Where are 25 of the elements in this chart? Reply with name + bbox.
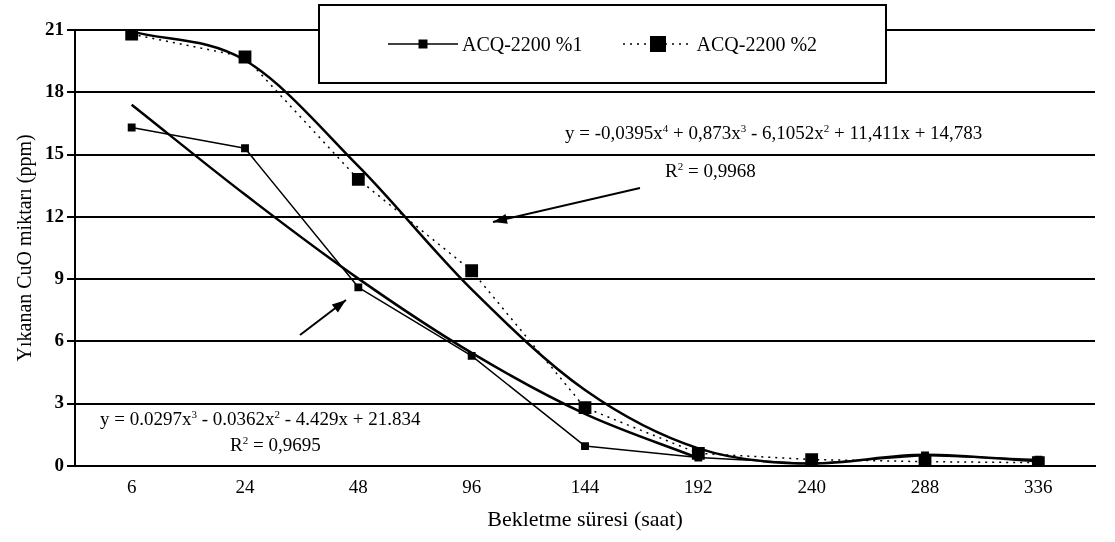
y-tick-label: 15: [45, 142, 64, 164]
annotation: R$^{2}$ = 0,9968: [665, 160, 756, 183]
annotation: R$^{2}$ = 0,9695: [230, 434, 321, 457]
x-tick-label: 240: [797, 476, 826, 498]
annotation: y = -0,0395x$^{4}$ + 0,873x$^{3}$ - 6,1052x$^{2}$ + 11,411x + 14,783: [565, 122, 983, 145]
y-tick-label: 6: [54, 329, 64, 351]
y-tick-label: 0: [54, 453, 64, 475]
legend-label: ACQ-2200 %1: [461, 32, 583, 56]
x-tick-label: 144: [570, 476, 600, 498]
y-tick-label: 3: [54, 391, 64, 413]
annotation: y = 0.0297x$^{3}$ - 0.0362x$^{2}$ - 4.429x + 21.834: [100, 408, 421, 431]
x-tick-label: 24: [235, 476, 255, 498]
y-axis-title: Yıkanan CuO miktarı (ppm): [13, 134, 37, 362]
x-tick-label: 6: [126, 476, 137, 498]
y-tick-label: 12: [45, 204, 64, 226]
x-tick-label: 48: [348, 476, 368, 498]
x-tick-label: 192: [684, 476, 713, 498]
x-tick-label: 288: [910, 476, 940, 498]
y-tick-label: 9: [54, 266, 64, 288]
x-tick-label: 96: [462, 476, 482, 498]
x-axis-title: Bekletme süresi (saat): [487, 505, 683, 531]
x-tick-label: 336: [1024, 476, 1053, 498]
y-tick-label: 21: [45, 17, 64, 39]
y-tick-label: 18: [45, 80, 64, 102]
legend-label: ACQ-2200 %2: [696, 32, 818, 56]
